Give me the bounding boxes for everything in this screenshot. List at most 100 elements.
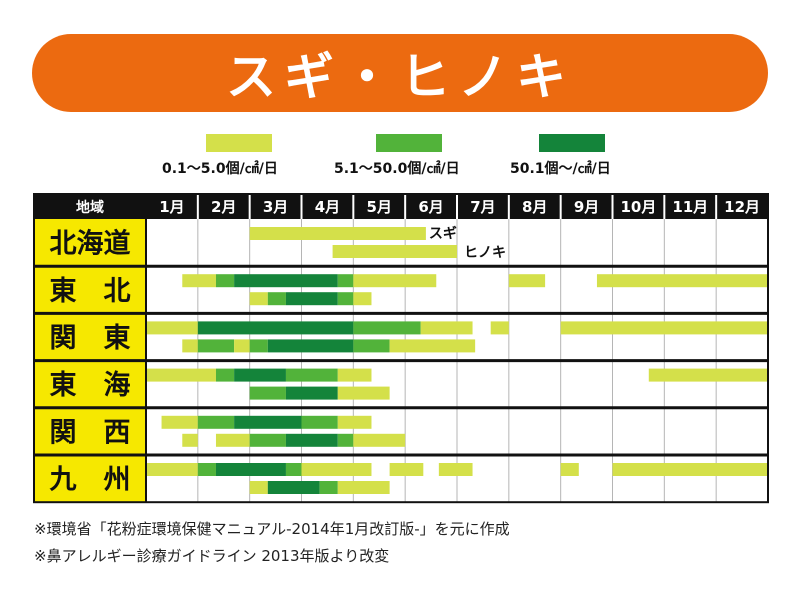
legend-swatch-level1 bbox=[206, 134, 272, 152]
month-label: 8月 bbox=[522, 198, 547, 216]
region-label-bg bbox=[34, 266, 146, 314]
bar-hinoki bbox=[249, 433, 286, 447]
bar-hinoki bbox=[337, 481, 390, 494]
legend-label-level3: 50.1個～/㎠/日 bbox=[510, 161, 611, 177]
bar-hinoki bbox=[353, 292, 372, 306]
bar-sugi bbox=[146, 368, 216, 382]
bar-sugi bbox=[560, 321, 768, 335]
header-bar bbox=[34, 194, 768, 219]
region-label: 九 州 bbox=[50, 465, 131, 496]
bar-sugi bbox=[182, 274, 216, 288]
bar-hinoki bbox=[285, 292, 338, 306]
bar-sugi bbox=[161, 415, 198, 429]
region-label: 北海道 bbox=[50, 228, 131, 260]
region-label-bg bbox=[34, 455, 146, 503]
bar-sugi bbox=[490, 321, 509, 335]
month-label: 2月 bbox=[211, 198, 236, 216]
bar-sugi bbox=[337, 415, 372, 429]
bar-sugi bbox=[215, 368, 235, 382]
bar-sugi bbox=[197, 415, 235, 429]
bar-sugi bbox=[234, 415, 302, 429]
bar-sugi bbox=[249, 227, 426, 240]
bar-sugi bbox=[301, 415, 338, 429]
bar-sugi bbox=[285, 463, 302, 476]
legend-label-level1: 0.1～5.0個/㎠/日 bbox=[162, 161, 278, 177]
bar-hinoki bbox=[234, 339, 250, 353]
bar-hinoki bbox=[267, 292, 286, 306]
bar-hinoki bbox=[353, 433, 406, 447]
month-label: 1月 bbox=[159, 198, 184, 216]
legend-swatch-level3 bbox=[539, 134, 605, 152]
bar-hinoki bbox=[249, 481, 268, 494]
bar-hinoki bbox=[249, 339, 268, 353]
chart-frame bbox=[33, 193, 769, 504]
region-label: 関 東 bbox=[50, 323, 131, 354]
bar-sugi bbox=[508, 274, 546, 288]
month-label: 10月 bbox=[620, 198, 656, 216]
bar-sugi bbox=[337, 274, 354, 288]
footnote-guideline: ※鼻アレルギー診療ガイドライン 2013年版より改変 bbox=[34, 547, 390, 565]
bar-sugi bbox=[438, 463, 473, 476]
month-label: 11月 bbox=[672, 198, 708, 216]
series-label-hinoki: ヒノキ bbox=[464, 245, 506, 261]
bar-hinoki bbox=[267, 481, 320, 494]
bar-hinoki bbox=[332, 245, 457, 258]
bar-hinoki bbox=[319, 481, 338, 494]
bar-hinoki bbox=[285, 433, 338, 447]
month-label: 6月 bbox=[418, 198, 443, 216]
bar-hinoki bbox=[197, 339, 235, 353]
chart-title: スギ・ヒノキ bbox=[226, 48, 574, 106]
bar-sugi bbox=[648, 368, 768, 382]
region-label-bg bbox=[34, 313, 146, 361]
bar-sugi bbox=[285, 368, 338, 382]
bar-hinoki bbox=[337, 386, 390, 400]
bar-hinoki bbox=[337, 292, 354, 306]
title-banner: スギ・ヒノキ bbox=[32, 34, 768, 112]
bar-hinoki bbox=[182, 433, 198, 447]
region-label-bg bbox=[34, 219, 146, 267]
bar-hinoki bbox=[215, 433, 250, 447]
bar-sugi bbox=[234, 274, 338, 288]
legend-swatch-level2 bbox=[376, 134, 442, 152]
bar-hinoki bbox=[182, 339, 198, 353]
month-label: 4月 bbox=[315, 198, 340, 216]
bar-sugi bbox=[389, 463, 424, 476]
bar-sugi bbox=[420, 321, 473, 335]
legend-label-level2: 5.1～50.0個/㎠/日 bbox=[334, 161, 460, 177]
bar-hinoki bbox=[389, 339, 476, 353]
bar-sugi bbox=[146, 463, 198, 476]
header-region-label: 地域 bbox=[76, 199, 104, 216]
bar-sugi bbox=[234, 368, 286, 382]
bar-hinoki bbox=[249, 386, 286, 400]
bar-hinoki bbox=[285, 386, 338, 400]
bar-sugi bbox=[197, 463, 216, 476]
bar-sugi bbox=[215, 274, 235, 288]
bar-sugi bbox=[301, 463, 372, 476]
region-label-bg bbox=[34, 407, 146, 455]
bar-sugi bbox=[596, 274, 768, 288]
bar-sugi bbox=[353, 274, 437, 288]
bar-sugi bbox=[215, 463, 286, 476]
bar-sugi bbox=[612, 463, 768, 476]
bar-sugi bbox=[337, 368, 372, 382]
bar-sugi bbox=[146, 321, 198, 335]
region-label: 東 海 bbox=[50, 370, 131, 401]
month-label: 3月 bbox=[263, 198, 288, 216]
bar-sugi bbox=[197, 321, 354, 335]
bar-hinoki bbox=[249, 292, 268, 306]
bar-sugi bbox=[353, 321, 421, 335]
bar-hinoki bbox=[353, 339, 390, 353]
month-label: 7月 bbox=[470, 198, 495, 216]
series-label-sugi: スギ bbox=[429, 225, 457, 242]
bar-hinoki bbox=[267, 339, 354, 353]
bar-hinoki bbox=[337, 433, 354, 447]
footnote-source: ※環境省「花粉症環境保健マニュアル-2014年1月改訂版-」を元に作成 bbox=[34, 520, 510, 538]
month-label: 5月 bbox=[367, 198, 392, 216]
region-label: 東 北 bbox=[50, 276, 131, 307]
month-label: 9月 bbox=[574, 198, 599, 216]
region-label-bg bbox=[34, 360, 146, 408]
region-label: 関 西 bbox=[50, 417, 131, 448]
bar-sugi bbox=[560, 463, 579, 476]
month-label: 12月 bbox=[724, 198, 760, 216]
